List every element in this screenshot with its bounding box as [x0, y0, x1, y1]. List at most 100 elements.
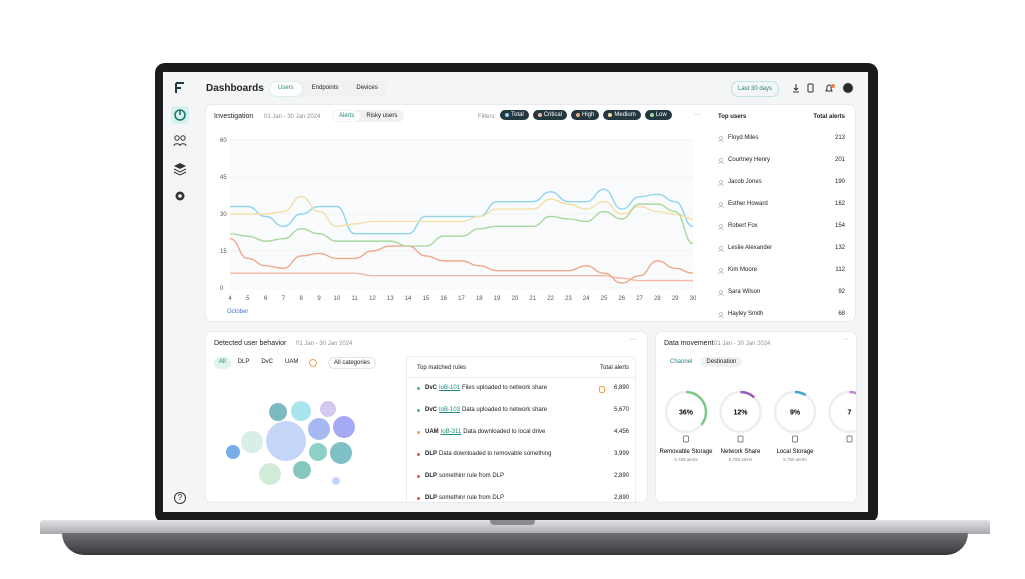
- filter-chip[interactable]: Critical: [532, 110, 568, 120]
- toggle-option[interactable]: Alerts: [333, 111, 361, 121]
- bubble: [330, 442, 352, 464]
- rules-table: Top matched rules Total alerts DvC IoB-101 F…: [406, 356, 636, 502]
- user-icon-body: [718, 140, 724, 142]
- behavior-tab[interactable]: DLP: [237, 359, 250, 365]
- header-tab[interactable]: Endpoints: [311, 85, 339, 91]
- filter-chip[interactable]: High: [571, 110, 600, 120]
- more-menu[interactable]: ···: [694, 111, 701, 118]
- x-tick-label: 16: [440, 296, 447, 302]
- rule-tag: DLP: [425, 451, 437, 457]
- y-tick-label: 30: [220, 212, 227, 218]
- rule-value: 4,456: [613, 429, 629, 435]
- user-icon-body: [718, 228, 724, 230]
- filter-chips: Total Critical High Medium Low: [500, 110, 672, 120]
- help-button[interactable]: ?: [174, 492, 186, 504]
- rule-tag: DLP: [425, 495, 437, 501]
- behavior-tab[interactable]: DvC: [261, 359, 274, 365]
- header-tab[interactable]: Devices: [356, 85, 378, 91]
- x-tick-label: 27: [636, 296, 643, 302]
- rule-value: 5,670: [613, 407, 629, 413]
- x-tick-label: 26: [618, 296, 625, 302]
- series-line: [229, 237, 694, 284]
- user-alerts: 162: [834, 201, 845, 207]
- ring-value: [828, 390, 856, 434]
- behavior-tabs: All DLP DvC UAM: [214, 357, 321, 369]
- movement-tab[interactable]: Destination: [700, 357, 743, 367]
- rule-id[interactable]: IoB-101: [439, 385, 461, 391]
- x-tick-label: 25: [601, 296, 608, 302]
- movement-tab[interactable]: Channel: [670, 359, 693, 365]
- rule-text: Data uploaded to network share: [462, 407, 548, 413]
- x-tick-label: 5: [246, 296, 250, 302]
- rule-text: somethinr rule from DLP: [439, 495, 505, 501]
- behavior-card: Detected user behavior 01 Jan - 30 Jan 2…: [206, 332, 647, 502]
- toggle-option[interactable]: Risky users: [366, 113, 398, 119]
- behavior-tab[interactable]: All: [214, 357, 231, 369]
- x-tick-label: 9: [317, 296, 321, 302]
- user-alerts: 213: [834, 135, 845, 141]
- bubble: [291, 401, 311, 421]
- rule-row: UAM IoB-311 Data downloaded to local drive: [417, 429, 545, 435]
- device-icon[interactable]: [807, 83, 814, 93]
- rule-id[interactable]: IoB-311: [440, 429, 462, 435]
- bell-icon[interactable]: [825, 84, 833, 92]
- user-name: Jacob Jones: [728, 179, 762, 185]
- rule-dot: [417, 496, 420, 500]
- ring-value: [719, 390, 762, 434]
- nav-settings[interactable]: [173, 189, 187, 203]
- bubble: [269, 403, 287, 421]
- more-menu[interactable]: ···: [630, 336, 637, 343]
- avatar[interactable]: [843, 83, 853, 93]
- user-name: Hayley Smith: [728, 311, 764, 317]
- investigation-card: Investigation 01 Jan - 30 Jan 2024 Alert…: [206, 105, 855, 321]
- filter-chip[interactable]: Total: [500, 110, 529, 120]
- ring-label: 7: [848, 410, 852, 417]
- ring-label: 12%: [733, 410, 748, 417]
- header-tab[interactable]: Users: [270, 82, 302, 96]
- rules-header: Total alerts: [599, 365, 629, 371]
- logo: [175, 82, 185, 97]
- ring-icon: [792, 435, 798, 443]
- more-menu[interactable]: ···: [842, 336, 849, 343]
- rule-row: DLP somethinr rule from DLP: [417, 495, 504, 501]
- user-icon-body: [718, 294, 724, 296]
- rule-dot: [417, 474, 420, 478]
- rule-id[interactable]: IoB-103: [439, 407, 461, 413]
- card-title: Data movement: [664, 340, 714, 347]
- rule-text: Data downloaded to removable something: [439, 451, 552, 457]
- filter-icon[interactable]: [309, 359, 318, 367]
- view-toggle: Alerts Risky users: [332, 110, 405, 122]
- ring-sub: 5,789 alerts: [674, 457, 698, 462]
- user-icon: [718, 290, 724, 296]
- user-icon: [718, 246, 724, 252]
- card-date: 01 Jan - 30 Jan 2024: [714, 341, 771, 347]
- category-dropdown[interactable]: All categories: [328, 357, 377, 369]
- user-alerts: 201: [834, 157, 845, 163]
- bubble: [320, 401, 336, 417]
- user-icon-head: [719, 180, 723, 184]
- behavior-tab[interactable]: UAM: [285, 359, 299, 365]
- dropdown-label: All categories: [334, 360, 371, 366]
- ring-sub: 5,789 alerts: [729, 457, 753, 462]
- user-name: Kim Moore: [728, 267, 758, 273]
- user-icon: [718, 136, 724, 142]
- y-tick-label: 0: [220, 286, 224, 292]
- screen: ? Dashboards Users Endpoints Devices Last …: [163, 72, 868, 512]
- laptop-bottom: [62, 533, 968, 555]
- nav-dashboards[interactable]: [171, 106, 189, 124]
- download-icon[interactable]: [793, 84, 799, 93]
- nav-users[interactable]: [173, 134, 187, 148]
- date-button[interactable]: Last 30 days: [731, 81, 780, 97]
- date-button-label: Last 30 days: [738, 86, 773, 92]
- laptop-base: [40, 520, 990, 534]
- filter-chip[interactable]: Medium: [603, 110, 641, 120]
- rule-flag: [599, 386, 605, 393]
- x-tick-label: 13: [387, 296, 394, 302]
- rule-tag: DvC: [425, 385, 438, 391]
- user-icon-body: [718, 272, 724, 274]
- ring-icon: [846, 435, 853, 443]
- filter-chip[interactable]: Low: [644, 110, 672, 120]
- user-alerts: 154: [834, 223, 845, 229]
- rule-value: 3,999: [613, 451, 629, 457]
- nav-layers[interactable]: [173, 162, 187, 176]
